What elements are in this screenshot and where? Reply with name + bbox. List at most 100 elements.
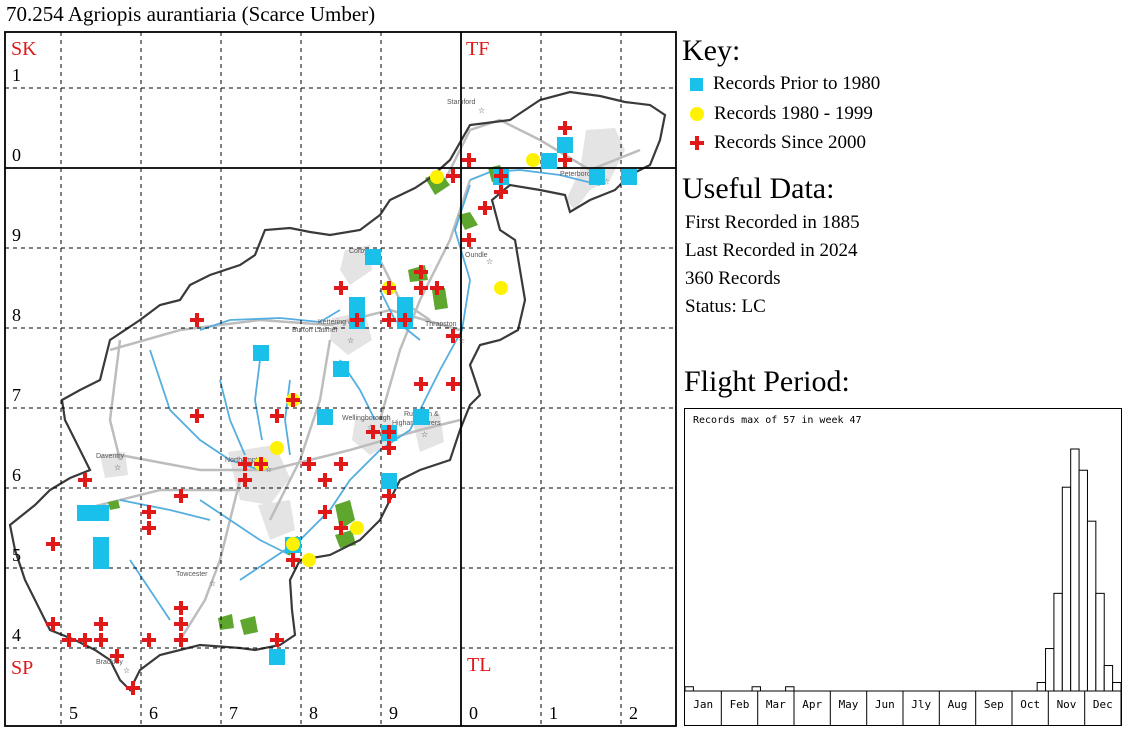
- record-marker: [446, 329, 460, 343]
- record-marker: [462, 233, 476, 247]
- records-since-2000: [46, 121, 572, 695]
- record-marker: [494, 185, 508, 199]
- record-marker: [558, 121, 572, 135]
- record-marker: [62, 633, 76, 647]
- grid-y-label: 4: [12, 625, 21, 645]
- town-label: Peterborough: [560, 171, 603, 178]
- grid-x-label: 7: [229, 703, 238, 723]
- month-label: Jun: [875, 698, 895, 711]
- record-marker: [77, 505, 93, 521]
- record-marker: [93, 505, 109, 521]
- town-star-icon: ☆: [478, 106, 485, 115]
- record-marker: [414, 377, 428, 391]
- town-label: Wellingborough: [342, 415, 391, 422]
- grid-x-label: 5: [69, 703, 78, 723]
- record-marker: [413, 409, 429, 425]
- record-marker: [78, 633, 92, 647]
- record-marker: [238, 457, 252, 471]
- status: Status: LC: [685, 296, 766, 317]
- record-marker: [174, 617, 188, 631]
- month-label: Mar: [766, 698, 786, 711]
- record-count: 360 Records: [685, 268, 781, 289]
- grid-y-label: 8: [12, 305, 21, 325]
- record-marker: [526, 153, 540, 167]
- week-bar: [1086, 520, 1097, 692]
- first-recorded: First Recorded in 1885: [685, 212, 860, 233]
- record-marker: [382, 281, 396, 295]
- circle-icon: [690, 107, 704, 121]
- grid-square-tf: TF: [466, 38, 489, 60]
- grid-y-label: 6: [12, 465, 21, 485]
- town-star-icon: ☆: [486, 257, 493, 266]
- town-label: Stamford: [447, 99, 476, 106]
- record-marker: [414, 265, 428, 279]
- record-marker: [94, 617, 108, 631]
- record-marker: [142, 633, 156, 647]
- grid-y-label: 0: [12, 145, 21, 165]
- town-label: Oundle: [465, 252, 488, 259]
- town-star-icon: ☆: [367, 423, 374, 432]
- record-marker: [397, 297, 413, 313]
- grid-y-label: 7: [12, 385, 21, 405]
- record-marker: [541, 153, 557, 169]
- record-marker: [46, 617, 60, 631]
- town-label: Corby: [349, 248, 368, 255]
- month-label: Feb: [730, 698, 750, 711]
- week-bar: [1103, 665, 1114, 692]
- flight-period-heading: Flight Period:: [684, 365, 850, 398]
- record-marker: [366, 425, 380, 439]
- month-label: Apr: [802, 698, 822, 711]
- record-marker: [269, 649, 285, 665]
- record-marker: [382, 313, 396, 327]
- record-marker: [174, 489, 188, 503]
- month-label: May: [839, 698, 859, 711]
- town-star-icon: ☆: [603, 177, 610, 186]
- grid-square-sk: SK: [11, 38, 37, 60]
- week-bar: [1112, 682, 1121, 692]
- grid-x-label: 9: [389, 703, 398, 723]
- record-marker: [494, 281, 508, 295]
- town-star-icon: ☆: [265, 465, 272, 474]
- record-marker: [365, 249, 381, 265]
- flight-period-plot: Jan Feb Mar Apr May Jun Jly Aug Sep Oct Nov Dec: [685, 448, 1121, 725]
- week-bar: [785, 686, 795, 692]
- record-marker: [270, 409, 284, 423]
- record-marker: [557, 137, 573, 153]
- roads: [79, 118, 641, 641]
- key-heading: Key:: [682, 34, 741, 67]
- record-marker: [478, 201, 492, 215]
- record-marker: [350, 313, 364, 327]
- grid-y-label: 9: [12, 225, 21, 245]
- record-marker: [317, 409, 333, 425]
- record-marker: [446, 169, 460, 183]
- record-marker: [253, 345, 269, 361]
- record-marker: [381, 473, 397, 489]
- week-bar: [685, 686, 694, 692]
- month-label: Nov: [1057, 698, 1077, 711]
- square-icon: [690, 77, 703, 91]
- town-star-icon: ☆: [458, 336, 465, 345]
- town-label: Burton Latimer: [292, 327, 339, 334]
- town-star-icon: ☆: [209, 579, 216, 588]
- page-title: 70.254 Agriopis aurantiaria (Scarce Umbe…: [6, 2, 376, 26]
- week-bar: [1095, 592, 1105, 692]
- grid-square-tl: TL: [467, 654, 491, 676]
- record-marker: [94, 633, 108, 647]
- record-marker: [190, 313, 204, 327]
- week-bar: [751, 686, 761, 692]
- cross-icon: [690, 136, 704, 150]
- flight-period-chart: Records max of 57 in week 47 Jan Feb Mar Ap…: [684, 408, 1122, 726]
- week-bar: [1061, 486, 1072, 692]
- records-prior-1980: [77, 137, 637, 665]
- record-marker: [349, 297, 365, 313]
- week-bar: [1036, 682, 1047, 692]
- record-marker: [174, 601, 188, 615]
- county-boundary: [8, 90, 667, 692]
- record-marker: [462, 153, 476, 167]
- week-bar: [1070, 448, 1080, 692]
- town-star-icon: ☆: [123, 666, 130, 675]
- record-marker: [430, 170, 444, 184]
- month-label: Oct: [1020, 698, 1040, 711]
- week-bar: [1053, 592, 1063, 692]
- record-marker: [318, 473, 332, 487]
